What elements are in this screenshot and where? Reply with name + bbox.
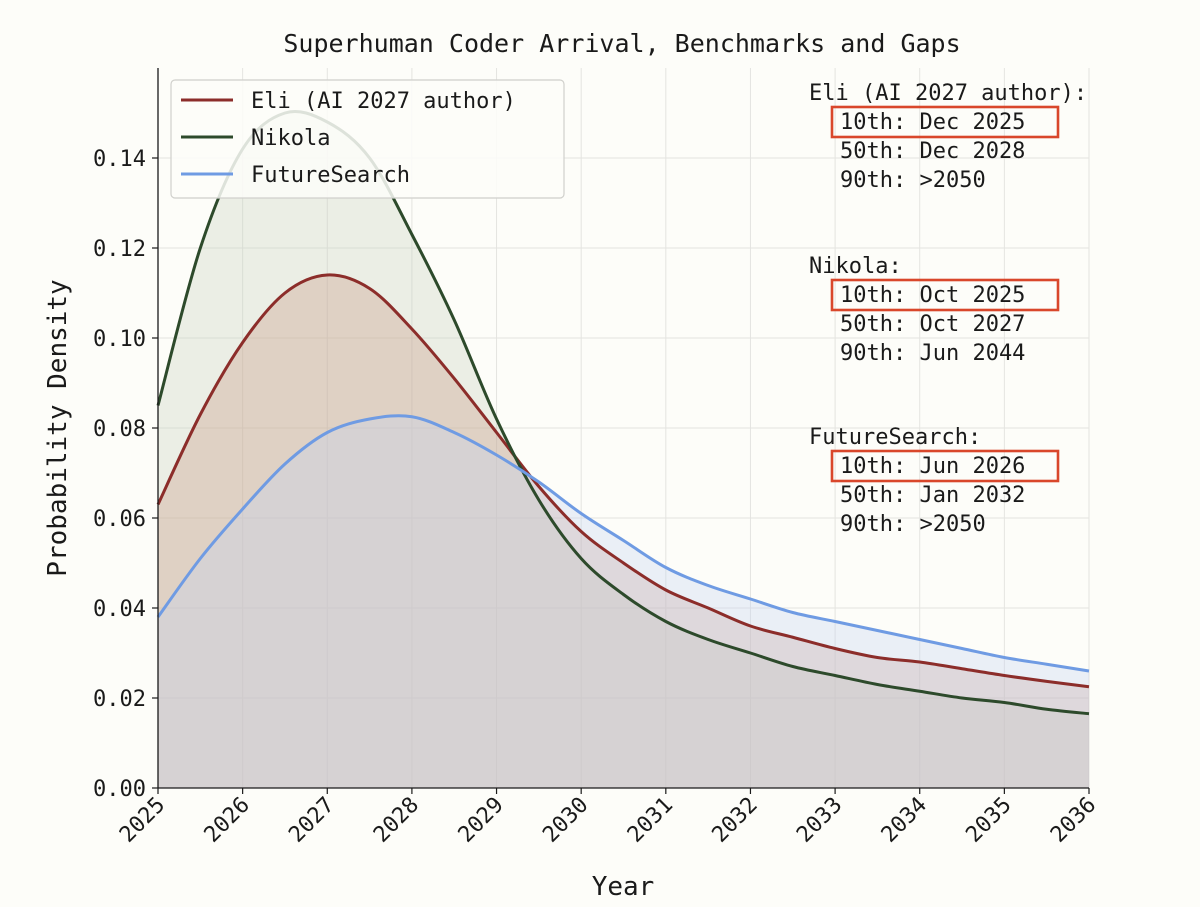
highlight-box xyxy=(830,105,1060,139)
x-tick-label: 2034 xyxy=(877,793,932,848)
y-axis-label: Probability Density xyxy=(43,279,73,576)
highlight-box xyxy=(830,278,1060,312)
x-tick-label: 2033 xyxy=(792,793,847,848)
series-fill-2 xyxy=(158,415,1089,788)
x-tick-label: 2028 xyxy=(369,793,424,848)
x-axis-label: Year xyxy=(592,872,655,902)
x-tick-label: 2026 xyxy=(200,793,255,848)
x-tick-label: 2032 xyxy=(708,793,763,848)
density-fills xyxy=(158,111,1089,788)
y-ticks: 0.00 0.02 0.04 0.06 0.08 0.10 0.12 0.14 xyxy=(93,147,158,802)
annotation-line: 10th: Dec 2025 xyxy=(840,110,1025,135)
annotation-header: Nikola: xyxy=(809,254,902,279)
x-tick-label: 2027 xyxy=(284,793,339,848)
annotation-line: 10th: Jun 2026 xyxy=(840,454,1025,479)
legend: Eli (AI 2027 author) Nikola FutureSearch xyxy=(170,79,565,199)
y-tick-label: 0.04 xyxy=(93,597,146,622)
y-tick-label: 0.12 xyxy=(93,237,146,262)
annotation-line: 50th: Oct 2027 xyxy=(840,312,1025,337)
annotation-line: 50th: Jan 2032 xyxy=(840,483,1025,508)
x-tick-label: 2031 xyxy=(623,793,678,848)
x-tick-label: 2035 xyxy=(961,793,1016,848)
y-tick-label: 0.02 xyxy=(93,687,146,712)
series-line-2 xyxy=(156,414,1090,673)
y-tick-label: 0.06 xyxy=(93,507,146,532)
legend-box xyxy=(170,79,565,199)
annotation-line: 90th: Jun 2044 xyxy=(840,341,1025,366)
series-line-0 xyxy=(156,273,1090,689)
y-tick-label: 0.00 xyxy=(93,777,146,802)
annotation-line: 10th: Oct 2025 xyxy=(840,283,1025,308)
x-ticks: 2025 2026 2027 2028 2029 2030 2031 2032 2033 2034… xyxy=(115,788,1101,848)
percentile-annotations: Eli (AI 2027 author): 10th: Dec 2025 50th:… xyxy=(809,81,1087,537)
x-tick-label: 2029 xyxy=(454,793,509,848)
x-tick-label: 2030 xyxy=(538,793,593,848)
y-tick-label: 0.08 xyxy=(93,417,146,442)
legend-entry: Nikola xyxy=(251,126,330,151)
annotation-header: Eli (AI 2027 author): xyxy=(809,81,1087,106)
annotation-header: FutureSearch: xyxy=(809,425,981,450)
chart-title: Superhuman Coder Arrival, Benchmarks and… xyxy=(283,29,960,58)
legend-entry: FutureSearch xyxy=(251,163,410,188)
y-tick-label: 0.14 xyxy=(93,147,146,172)
x-tick-label: 2036 xyxy=(1046,793,1101,848)
annotation-line: 90th: >2050 xyxy=(840,168,986,193)
series-fill-1 xyxy=(158,111,1089,788)
annotation-line: 50th: Dec 2028 xyxy=(840,139,1025,164)
y-tick-label: 0.10 xyxy=(93,327,146,352)
annotation-line: 90th: >2050 xyxy=(840,512,986,537)
legend-entry: Eli (AI 2027 author) xyxy=(251,89,516,114)
highlight-box xyxy=(830,449,1060,483)
series-fill-0 xyxy=(158,274,1089,788)
